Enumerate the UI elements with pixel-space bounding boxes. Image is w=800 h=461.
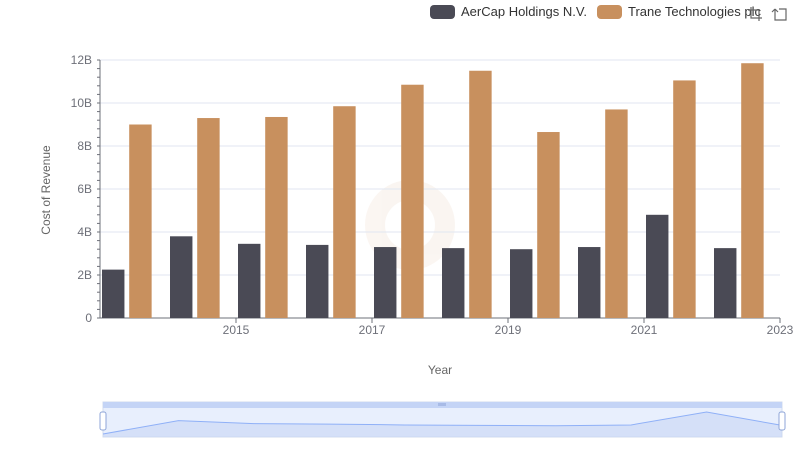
bar-aercap <box>170 236 193 318</box>
zoom-reset-icon[interactable] <box>771 6 787 22</box>
bar-aercap <box>306 244 329 318</box>
bar-aercap <box>238 243 261 318</box>
bar-trane <box>333 106 356 318</box>
bar-trane <box>741 63 764 318</box>
legend-swatch-trane <box>596 4 622 19</box>
x-axis: 2015 2017 2019 2021 2023 <box>100 317 794 337</box>
y-tick-label: 10B <box>71 96 92 110</box>
bar-aercap <box>578 247 601 318</box>
legend: AerCap Holdings N.V. Trane Technologies … <box>430 4 761 19</box>
bar-aercap <box>442 248 465 318</box>
datazoom-move-handle <box>438 403 446 406</box>
zoom-icon[interactable] <box>747 6 763 22</box>
y-tick-label: 6B <box>77 182 92 196</box>
y-tick-label: 0 <box>85 311 92 325</box>
bar-aercap <box>102 269 125 318</box>
y-tick-label: 8B <box>77 139 92 153</box>
x-tick-label: 2019 <box>495 323 522 337</box>
x-axis-title: Year <box>428 363 452 377</box>
bar-trane <box>401 84 424 318</box>
legend-label-aercap: AerCap Holdings N.V. <box>461 4 587 19</box>
legend-item-aercap[interactable]: AerCap Holdings N.V. <box>430 4 587 19</box>
bar-trane <box>197 118 220 318</box>
bar-aercap <box>374 247 397 318</box>
bar-trane <box>673 80 696 318</box>
y-axis: 0 2B 4B 6B 8B 10B 12B <box>71 53 101 325</box>
bar-trane <box>129 124 152 318</box>
datazoom-left-handle[interactable] <box>99 411 107 431</box>
datazoom-shadow-line <box>102 411 783 435</box>
bar-aercap <box>646 214 669 318</box>
bar-aercap <box>510 249 533 318</box>
y-tick-label: 12B <box>71 53 92 67</box>
toolbox <box>747 6 787 22</box>
y-tick-label: 4B <box>77 225 92 239</box>
y-tick-label: 2B <box>77 268 92 282</box>
bar-series <box>102 63 764 318</box>
bar-aercap <box>714 248 737 318</box>
datazoom-shadow-area <box>103 412 782 437</box>
bar-trane <box>605 109 628 318</box>
legend-label-trane: Trane Technologies plc <box>627 4 761 19</box>
bar-trane <box>469 70 492 318</box>
x-tick-label: 2021 <box>631 323 658 337</box>
datazoom-right-handle[interactable] <box>778 411 786 431</box>
x-tick-label: 2023 <box>767 323 794 337</box>
x-tick-label: 2017 <box>359 323 386 337</box>
legend-item-trane[interactable]: Trane Technologies plc <box>596 4 761 19</box>
y-axis-title: Cost of Revenue <box>39 145 53 235</box>
legend-swatch-aercap <box>430 4 455 19</box>
bar-trane <box>265 116 288 318</box>
x-tick-label: 2015 <box>223 323 250 337</box>
bar-trane <box>537 132 560 318</box>
datazoom-slider[interactable] <box>99 401 786 438</box>
